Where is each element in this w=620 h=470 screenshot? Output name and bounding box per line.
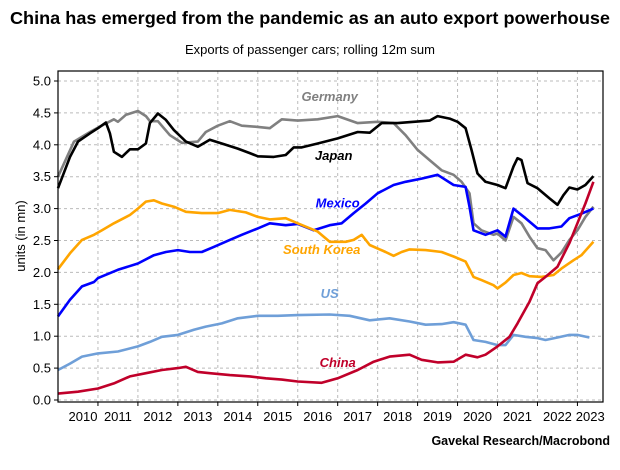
series-line-japan bbox=[56, 112, 595, 207]
x-tick-label: 2022 bbox=[543, 409, 572, 424]
x-tick-label: 2020 bbox=[463, 409, 492, 424]
chart-subtitle: Exports of passenger cars; rolling 12m s… bbox=[185, 42, 435, 57]
y-tick-label: 3.5 bbox=[33, 169, 51, 184]
series-label-germany: Germany bbox=[302, 89, 359, 104]
y-tick-label: 2.5 bbox=[33, 233, 51, 248]
y-tick-label: 3.0 bbox=[33, 201, 51, 216]
x-tick-label: 2010 bbox=[69, 409, 98, 424]
source-note: Gavekal Research/Macrobond bbox=[431, 434, 610, 448]
x-tick-label: 2014 bbox=[223, 409, 252, 424]
series-labels: Germany Japan Mexico South Korea US China bbox=[283, 89, 360, 370]
x-tick-label: 2011 bbox=[104, 409, 132, 424]
series-line-germany bbox=[56, 109, 595, 262]
x-tick-label: 2015 bbox=[263, 409, 292, 424]
y-tick-label: 5.0 bbox=[33, 74, 51, 89]
series-label-south-korea: South Korea bbox=[283, 242, 360, 257]
y-tick-label: 2.0 bbox=[33, 265, 51, 280]
gridlines bbox=[58, 71, 603, 402]
x-tick-label: 2023 bbox=[576, 409, 605, 424]
x-tick-label: 2013 bbox=[183, 409, 212, 424]
y-tick-label: 1.5 bbox=[33, 297, 51, 312]
x-tick-label: 2012 bbox=[143, 409, 172, 424]
series-lines bbox=[56, 109, 595, 395]
series-label-mexico: Mexico bbox=[316, 195, 360, 210]
x-tick-label: 2019 bbox=[423, 409, 452, 424]
y-tick-label: 0.5 bbox=[33, 361, 51, 376]
y-tick-label: 1.0 bbox=[33, 329, 51, 344]
series-label-china: China bbox=[320, 355, 356, 370]
axes: 0.0 0.5 1.0 1.5 2.0 2.5 3.0 3.5 4.0 4.5 5.0 2010 201… bbox=[33, 74, 605, 425]
x-tick-label: 2018 bbox=[383, 409, 412, 424]
series-label-us: US bbox=[321, 286, 339, 301]
x-tick-label: 2021 bbox=[503, 409, 532, 424]
plot-frame bbox=[57, 70, 604, 403]
series-line-mexico bbox=[56, 173, 594, 318]
x-tick-label: 2017 bbox=[343, 409, 372, 424]
series-line-south-korea bbox=[56, 199, 595, 290]
y-tick-label: 0.0 bbox=[33, 393, 51, 408]
series-line-us bbox=[57, 313, 590, 372]
x-tick-label: 2016 bbox=[303, 409, 332, 424]
y-tick-label: 4.0 bbox=[33, 137, 51, 152]
y-tick-label: 4.5 bbox=[33, 105, 51, 120]
series-line-china bbox=[57, 181, 595, 395]
chart-title: China has emerged from the pandemic as a… bbox=[10, 8, 610, 28]
series-label-japan: Japan bbox=[315, 148, 353, 163]
y-axis-label: units (in mn) bbox=[13, 200, 28, 272]
